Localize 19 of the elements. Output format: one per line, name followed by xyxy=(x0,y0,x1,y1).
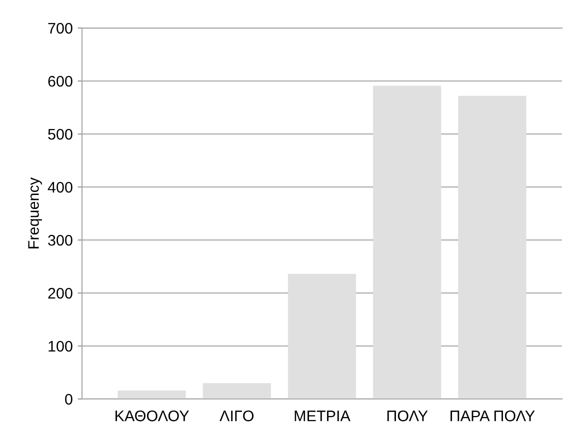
y-tick-label: 0 xyxy=(65,394,72,405)
y-tick-label: 200 xyxy=(48,288,72,299)
x-tick-label: ΠΑΡΑ ΠΟΛΥ xyxy=(450,410,535,422)
bar xyxy=(202,383,271,399)
x-tick-label: ΠΟΛΥ xyxy=(387,410,428,422)
y-tick-label: 400 xyxy=(48,182,72,193)
y-tick-label: 700 xyxy=(48,22,72,34)
y-tick-label: 100 xyxy=(48,340,72,352)
bar xyxy=(373,86,442,399)
bar xyxy=(288,274,356,399)
x-tick-label: ΛΙΓΟ xyxy=(220,410,254,422)
y-axis-title: Frequency xyxy=(28,177,42,248)
x-tick-label: ΜΕΤΡΙΑ xyxy=(294,410,350,422)
bar xyxy=(118,390,186,399)
y-tick-label: 500 xyxy=(48,128,72,140)
y-tick-label: 300 xyxy=(48,234,72,246)
x-tick-label: ΚΑΘΟΛΟΥ xyxy=(116,410,189,422)
y-tick-label: 600 xyxy=(48,76,72,87)
bar xyxy=(458,96,526,399)
